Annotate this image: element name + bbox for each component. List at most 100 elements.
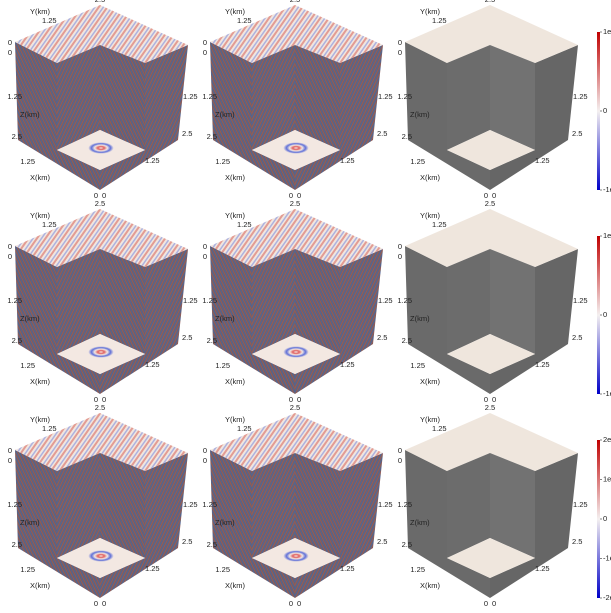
axis-label: 1.25 [535, 564, 550, 573]
colorbar [597, 236, 600, 394]
axis-label: Z(km) [215, 110, 235, 119]
axis-label: 1.25 [573, 500, 588, 509]
axis-label: 1.25 [20, 157, 35, 166]
colorbar-tick-label: 0 [603, 514, 607, 523]
axis-label: 1.25 [42, 16, 57, 25]
axis-label: 2.5 [572, 537, 582, 546]
axis-label: 1.25 [215, 565, 230, 574]
axis-label: Y(km) [420, 7, 440, 16]
axis-label: 2.5 [377, 333, 387, 342]
figure: 2.5Y(km)1.25001.251.25Z(km)2.52.51.251.2… [0, 0, 611, 613]
axis-label: 1.25 [432, 424, 447, 433]
axis-label: 2.5 [402, 132, 412, 141]
axis-label: 1.25 [183, 500, 198, 509]
axis-label: 1.25 [215, 361, 230, 370]
axis-label: 2.5 [290, 0, 300, 4]
axis-label: Y(km) [30, 7, 50, 16]
axis-label: Y(km) [420, 211, 440, 220]
axis-label: 2.5 [290, 403, 300, 412]
axis-label: 0 [289, 599, 293, 608]
axis-label: 2.5 [402, 540, 412, 549]
axis-label: 1.25 [397, 500, 412, 509]
axis-label: X(km) [30, 173, 50, 182]
colorbar-tick-label: -1e-11 [603, 553, 611, 562]
colorbar [597, 440, 600, 598]
colorbar [597, 32, 600, 190]
axis-label: 1.25 [42, 220, 57, 229]
axis-label: 1.25 [378, 296, 393, 305]
axis-label: 1.25 [237, 424, 252, 433]
axis-label: 1.25 [237, 16, 252, 25]
axis-label: 2.5 [182, 129, 192, 138]
axis-label: 1.25 [42, 424, 57, 433]
axis-label: 2.5 [572, 129, 582, 138]
axis-label: 2.5 [485, 0, 495, 4]
cube-panel: 2.5Y(km)1.25001.251.25Z(km)2.52.51.251.2… [397, 0, 587, 200]
axis-label: 1.25 [340, 156, 355, 165]
axis-label: 1.25 [573, 92, 588, 101]
axis-label: 1.25 [183, 296, 198, 305]
axis-label: 1.25 [410, 157, 425, 166]
axis-label: 2.5 [182, 537, 192, 546]
cube-panel: 2.5Y(km)1.25001.251.25Z(km)2.52.51.251.2… [7, 0, 197, 200]
axis-label: Y(km) [30, 415, 50, 424]
axis-label: X(km) [225, 581, 245, 590]
axis-label: 0 [102, 599, 106, 608]
axis-label: 1.25 [202, 296, 217, 305]
axis-label: Y(km) [420, 415, 440, 424]
axis-label: 0 [8, 38, 12, 47]
axis-label: X(km) [225, 377, 245, 386]
axis-label: 2.5 [95, 0, 105, 4]
axis-label: Z(km) [20, 110, 40, 119]
axis-label: 1.25 [340, 564, 355, 573]
cube-panel: 2.5Y(km)1.25001.251.25Z(km)2.52.51.251.2… [202, 0, 392, 200]
colorbar-tick-label: 0 [603, 106, 607, 115]
axis-label: 2.5 [95, 403, 105, 412]
axis-label: 1.25 [535, 360, 550, 369]
colorbar-tick-label: 1e-11 [603, 27, 611, 36]
axis-label: 1.25 [183, 92, 198, 101]
axis-label: 1.25 [378, 500, 393, 509]
axis-label: 0 [484, 599, 488, 608]
axis-label: 0 [94, 599, 98, 608]
axis-label: X(km) [30, 581, 50, 590]
axis-label: 0 [8, 446, 12, 455]
axis-label: 1.25 [202, 500, 217, 509]
axis-label: Z(km) [20, 314, 40, 323]
axis-label: 2.5 [95, 199, 105, 208]
colorbar-tick-label: -1e-11 [603, 185, 611, 194]
axis-label: Z(km) [410, 110, 430, 119]
axis-label: 1.25 [573, 296, 588, 305]
axis-label: 0 [203, 456, 207, 465]
axis-label: X(km) [420, 377, 440, 386]
axis-label: 2.5 [377, 129, 387, 138]
axis-label: 0 [398, 446, 402, 455]
axis-label: 2.5 [572, 333, 582, 342]
axis-label: 0 [398, 242, 402, 251]
cube-panel: 2.5Y(km)1.25001.251.25Z(km)2.52.51.251.2… [7, 403, 197, 608]
axis-label: 2.5 [12, 336, 22, 345]
axis-label: 0 [203, 446, 207, 455]
axis-label: 1.25 [145, 156, 160, 165]
axis-label: 1.25 [7, 92, 22, 101]
axis-label: X(km) [225, 173, 245, 182]
axis-label: 2.5 [377, 537, 387, 546]
axis-label: 1.25 [237, 220, 252, 229]
axis-label: 0 [8, 252, 12, 261]
axis-label: 2.5 [12, 540, 22, 549]
axis-label: 2.5 [182, 333, 192, 342]
axis-label: 0 [203, 242, 207, 251]
colorbar-tick-label: -2e-11 [603, 593, 611, 602]
axis-label: Z(km) [410, 518, 430, 527]
axis-label: 1.25 [145, 360, 160, 369]
axis-label: 1.25 [7, 500, 22, 509]
axis-label: 1.25 [410, 565, 425, 574]
axis-label: 0 [8, 48, 12, 57]
axis-label: Y(km) [225, 415, 245, 424]
axis-label: 0 [398, 38, 402, 47]
